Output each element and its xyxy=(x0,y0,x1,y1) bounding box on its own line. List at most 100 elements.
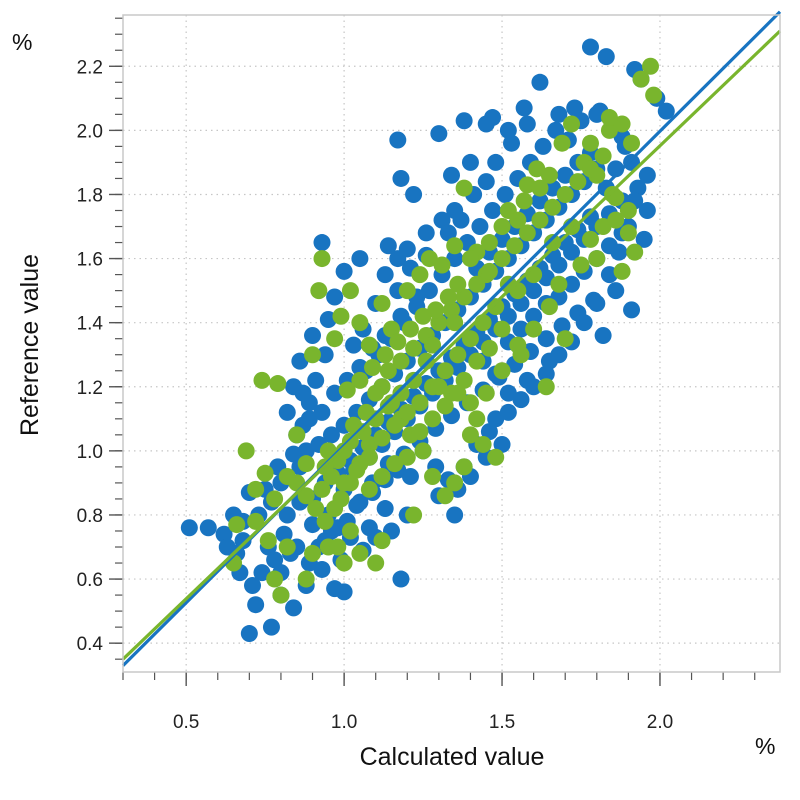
y-tick-label: 0.6 xyxy=(77,570,103,591)
series-1-point xyxy=(518,115,536,133)
series-1-point xyxy=(638,166,656,184)
series-1-point xyxy=(537,330,555,348)
x-axis-title: Calculated value xyxy=(360,743,545,771)
series-2-point xyxy=(278,468,296,486)
series-1-point xyxy=(433,211,451,229)
series-2-point xyxy=(414,307,432,325)
series-2-point xyxy=(424,336,442,354)
series-2-point xyxy=(461,394,479,412)
series-2-point xyxy=(326,500,344,518)
series-1-point xyxy=(351,493,369,511)
series-2-point xyxy=(468,352,486,370)
series-2-point xyxy=(253,371,271,389)
series-1-point xyxy=(477,173,495,191)
series-2-point xyxy=(386,416,404,434)
series-1-point xyxy=(247,596,265,614)
series-1-point xyxy=(199,519,217,537)
series-2-point xyxy=(446,314,464,332)
series-2-point xyxy=(269,375,287,393)
series-1-point xyxy=(335,262,353,280)
series-1-point xyxy=(581,38,599,56)
series-1-point xyxy=(638,201,656,219)
y-tick-label: 2.2 xyxy=(77,57,103,78)
series-1-point xyxy=(262,618,280,636)
y-tick-label: 1.6 xyxy=(77,250,103,271)
series-2-point xyxy=(304,346,322,364)
series-1-point xyxy=(531,192,549,210)
series-2-point xyxy=(237,442,255,460)
series-1-point xyxy=(471,218,489,236)
series-2-point xyxy=(266,570,284,588)
series-2-point xyxy=(288,426,306,444)
series-2-point xyxy=(550,275,568,293)
series-2-point xyxy=(307,500,325,518)
series-2-point xyxy=(332,307,350,325)
series-1-point xyxy=(455,112,473,130)
series-2-point xyxy=(228,516,246,534)
series-1-point xyxy=(512,391,530,409)
y-tick-label: 1.8 xyxy=(77,185,103,206)
series-2-point xyxy=(338,381,356,399)
series-2-point xyxy=(382,320,400,338)
series-1-point xyxy=(556,166,574,184)
series-2-point xyxy=(411,266,429,284)
series-1-point xyxy=(581,208,599,226)
series-2-point xyxy=(367,554,385,572)
series-1-point xyxy=(550,346,568,364)
y-unit-label: % xyxy=(12,29,32,55)
y-tick-label: 1.0 xyxy=(77,442,103,463)
series-2-point xyxy=(531,179,549,197)
series-1-point xyxy=(657,102,675,120)
series-2-point xyxy=(247,512,265,530)
series-2-point xyxy=(373,468,391,486)
series-1-point xyxy=(285,599,303,617)
series-1-point xyxy=(313,234,331,252)
series-2-point xyxy=(449,275,467,293)
series-1-point xyxy=(607,282,625,300)
plot-frame xyxy=(122,14,781,673)
series-2-point xyxy=(493,218,511,236)
series-1-point xyxy=(563,275,581,293)
series-1-point xyxy=(503,134,521,152)
series-2-point xyxy=(335,474,353,492)
series-1-point xyxy=(496,185,514,203)
series-2-point xyxy=(613,115,631,133)
series-2-point xyxy=(477,384,495,402)
series-2-point xyxy=(424,468,442,486)
series-2-point xyxy=(348,461,366,479)
series-2-point xyxy=(256,464,274,482)
series-2-point xyxy=(379,362,397,380)
series-1-point xyxy=(623,153,641,171)
series-2-point xyxy=(411,423,429,441)
series-2-point xyxy=(474,435,492,453)
series-2-point xyxy=(553,134,571,152)
series-2-point xyxy=(351,314,369,332)
series-2-point xyxy=(468,275,486,293)
series-2-point xyxy=(392,352,410,370)
series-1-point xyxy=(446,250,464,268)
series-1-point xyxy=(392,307,410,325)
series-1-point xyxy=(420,282,438,300)
series-2-point xyxy=(563,115,581,133)
series-2-point xyxy=(272,586,290,604)
series-2-point xyxy=(623,134,641,152)
series-2-point xyxy=(310,282,328,300)
series-2-point xyxy=(531,211,549,229)
series-1-point xyxy=(443,166,460,184)
series-1-point xyxy=(515,99,533,117)
series-2-point xyxy=(373,429,391,447)
series-1-point xyxy=(499,403,517,421)
series-2-point xyxy=(430,314,448,332)
series-2-point xyxy=(626,243,644,261)
series-2-point xyxy=(398,282,416,300)
series-2-point xyxy=(430,378,448,396)
series-1-point xyxy=(537,365,555,383)
series-2-point xyxy=(373,532,391,550)
series-2-point xyxy=(600,121,618,139)
series-2-point xyxy=(487,298,505,316)
series-1-point xyxy=(275,525,293,543)
series-2-point xyxy=(487,448,505,466)
series-2-point xyxy=(588,250,606,268)
series-1-point xyxy=(376,500,394,518)
